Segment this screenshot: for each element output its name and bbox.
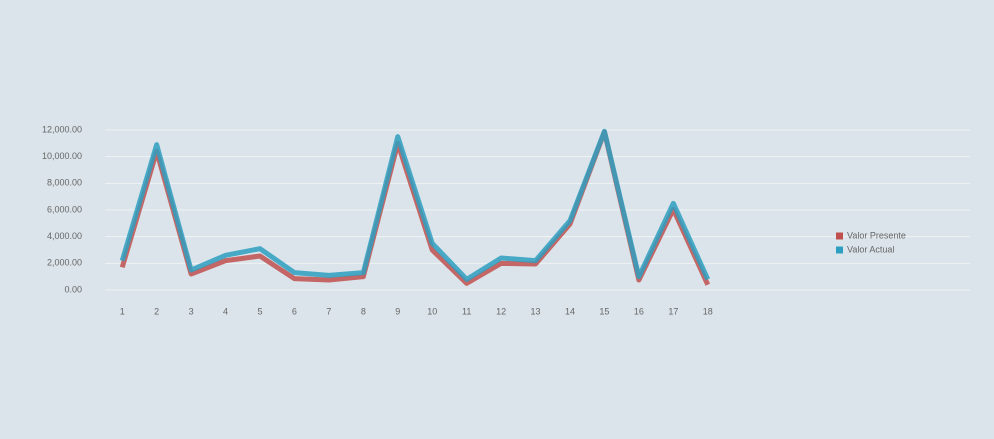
- x-tick-label: 11: [462, 306, 471, 316]
- x-tick-label: 6: [292, 306, 297, 316]
- y-tick-label: 0.00: [64, 284, 82, 294]
- x-tick-label: 4: [223, 306, 228, 316]
- x-tick-label: 7: [326, 306, 331, 316]
- y-tick-label: 2,000.00: [47, 258, 82, 268]
- x-tick-label: 14: [565, 306, 575, 316]
- x-tick-label: 13: [531, 306, 541, 316]
- x-tick-label: 3: [189, 306, 194, 316]
- x-tick-label: 18: [703, 306, 713, 316]
- x-tick-label: 8: [361, 306, 366, 316]
- x-tick-label: 1: [120, 306, 125, 316]
- x-tick-label: 2: [154, 306, 159, 316]
- legend-swatch: [836, 246, 843, 254]
- y-tick-label: 8,000.00: [47, 178, 82, 188]
- y-tick-label: 6,000.00: [47, 204, 82, 214]
- x-tick-label: 5: [257, 306, 262, 316]
- x-tick-label: 17: [668, 306, 678, 316]
- x-tick-label: 16: [634, 306, 644, 316]
- y-tick-label: 12,000.00: [42, 124, 82, 134]
- legend-label: Valor Presente: [847, 230, 906, 240]
- legend-swatch: [836, 232, 843, 240]
- x-tick-label: 9: [395, 306, 400, 316]
- series-line: [119, 128, 711, 282]
- y-tick-label: 4,000.00: [47, 231, 82, 241]
- x-tick-label: 10: [427, 306, 437, 316]
- y-tick-label: 10,000.00: [42, 151, 82, 161]
- legend-label: Valor Actual: [847, 244, 894, 254]
- x-tick-label: 15: [599, 306, 609, 316]
- x-tick-label: 12: [496, 306, 506, 316]
